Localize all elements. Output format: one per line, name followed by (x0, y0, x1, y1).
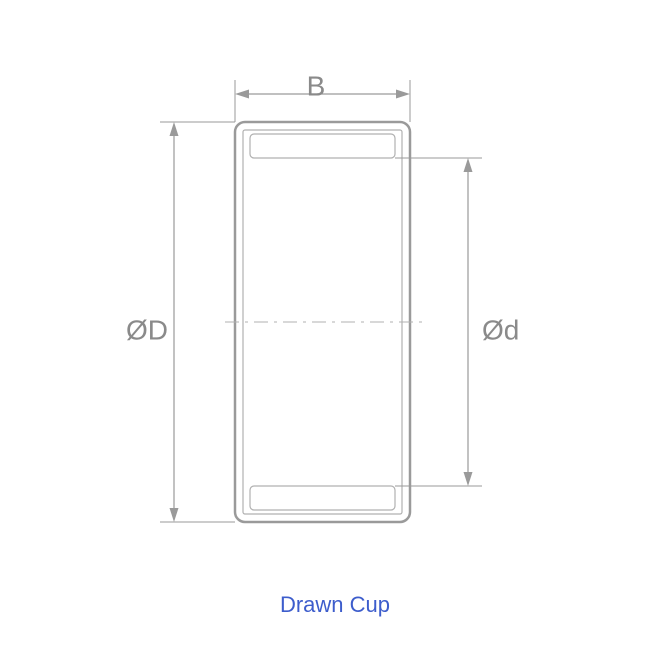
diagram-caption: Drawn Cup (0, 592, 670, 618)
svg-text:ØD: ØD (126, 314, 168, 345)
svg-text:B: B (307, 70, 326, 101)
drawing-svg: B ØD Ød (0, 0, 670, 670)
diagram-canvas: B ØD Ød Drawn Cup (0, 0, 670, 670)
svg-text:Ød: Ød (482, 314, 519, 345)
